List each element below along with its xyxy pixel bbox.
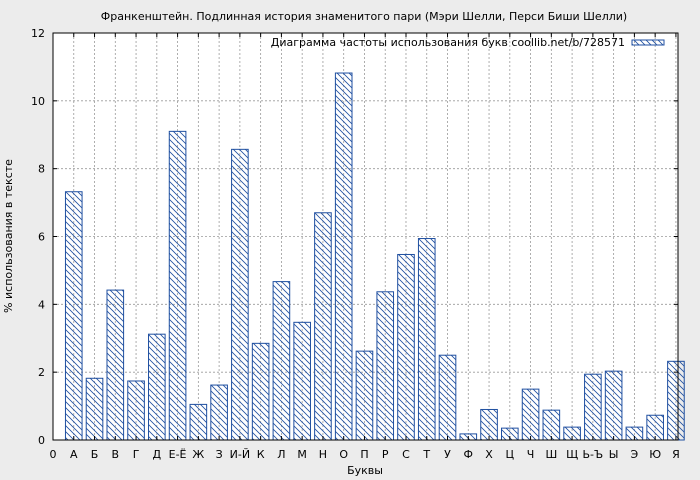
bar-6: [168, 130, 187, 441]
x-tick-label: К: [257, 448, 265, 461]
x-axis-label: Буквы: [347, 464, 383, 477]
legend: Диаграмма частоты использования букв coo…: [271, 36, 665, 49]
bar-9: [231, 148, 249, 441]
y-tick-label: 12: [31, 27, 45, 40]
legend-swatch: [631, 39, 665, 46]
x-tick-label: Ш: [545, 448, 557, 461]
bar-27: [604, 370, 623, 441]
bar-18: [417, 238, 436, 441]
bar-26: [584, 373, 602, 441]
x-tick-label: Т: [422, 448, 430, 461]
bar-21: [480, 408, 498, 441]
y-tick-label: 6: [38, 231, 45, 244]
x-tick-label: Ж: [192, 448, 204, 461]
x-tick-label: В: [112, 448, 120, 461]
y-tick-label: 0: [38, 434, 45, 447]
y-tick-label: 8: [38, 163, 45, 176]
x-tick-label: Р: [382, 448, 389, 461]
bar-3: [106, 289, 125, 441]
x-tick-label: И-Й: [230, 448, 250, 461]
bar-19: [438, 354, 457, 441]
x-tick-label: Щ: [566, 448, 578, 461]
x-tick-label: Н: [319, 448, 327, 461]
bar-13: [314, 212, 332, 441]
bar-24: [542, 409, 561, 441]
bar-5: [148, 333, 166, 441]
y-tick-label: 2: [38, 366, 45, 379]
bar-8: [210, 384, 228, 441]
x-tick-label: Ю: [649, 448, 661, 461]
x-tick-label: Х: [485, 448, 493, 461]
x-tick-label: Ц: [506, 448, 515, 461]
x-tick-label: У: [444, 448, 451, 461]
x-tick-label: М: [297, 448, 307, 461]
bar-11: [272, 281, 291, 441]
bar-2: [85, 377, 104, 441]
x-tick-label: С: [402, 448, 410, 461]
y-tick-label: 4: [38, 298, 45, 311]
x-tick-label: Б: [91, 448, 99, 461]
bar-15: [355, 350, 374, 441]
bar-30: [667, 360, 685, 441]
y-axis: 0 2 4 6 8 10 12: [31, 27, 678, 447]
bar-7: [189, 403, 208, 441]
x-tick-label: О: [339, 448, 348, 461]
chart-title: Франкенштейн. Подлинная история знаменит…: [101, 10, 627, 23]
bar-14: [334, 72, 353, 441]
bar-4: [127, 380, 145, 441]
x-tick-label: Е-Ё: [169, 448, 187, 461]
x-tick-label: Э: [631, 448, 639, 461]
x-tick-label: Ч: [527, 448, 535, 461]
legend-label: Диаграмма частоты использования букв coo…: [271, 36, 625, 49]
x-tick-label: З: [216, 448, 223, 461]
x-tick-label: Ф: [464, 448, 473, 461]
x-tick-label: 0: [50, 448, 57, 461]
bar-12: [293, 321, 311, 441]
bar-10: [251, 342, 270, 441]
bar-16: [376, 291, 395, 441]
x-tick-label: Я: [672, 448, 680, 461]
y-tick-label: 10: [31, 95, 45, 108]
x-tick-label: П: [360, 448, 368, 461]
x-tick-label: Г: [133, 448, 140, 461]
bar-17: [397, 253, 415, 441]
x-tick-label: Д: [153, 448, 162, 461]
x-tick-label: Л: [277, 448, 285, 461]
y-axis-label: % использования в тексте: [2, 159, 15, 313]
x-tick-label: Ы: [609, 448, 619, 461]
x-tick-label: А: [70, 448, 78, 461]
bar-23: [521, 388, 540, 441]
x-axis: 0 А Б В Г Д Е-Ё Ж З И-Й К Л М Н О П Р С Т У Ф Х Ц Ч Ш Щ Ь-Ъ Ы Э Ю Я: [50, 33, 680, 461]
bar-1: [64, 191, 83, 441]
x-tick-label: Ь-Ъ: [583, 448, 604, 461]
